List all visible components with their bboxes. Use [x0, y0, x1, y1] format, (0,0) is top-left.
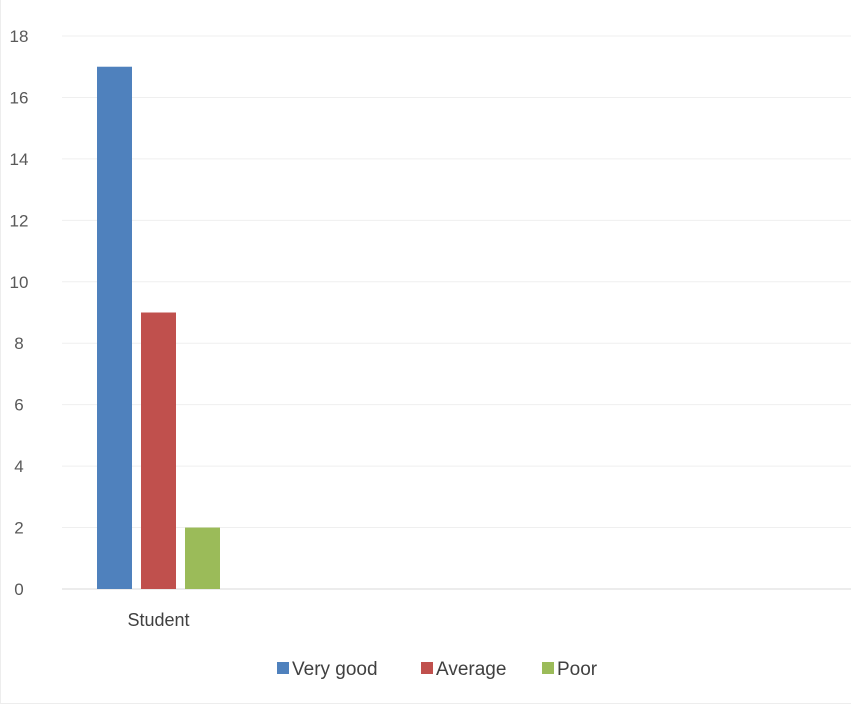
y-tick-label: 6: [14, 396, 23, 415]
legend-label: Very good: [292, 659, 378, 680]
bar-average: [141, 312, 176, 589]
legend-swatch-average: [421, 662, 433, 674]
y-tick-label: 16: [10, 88, 29, 107]
y-tick-label: 10: [10, 273, 29, 292]
legend-label: Poor: [557, 659, 598, 680]
legend-swatch-poor: [542, 662, 554, 674]
y-tick-label: 18: [10, 27, 29, 46]
y-tick-label: 0: [14, 580, 23, 599]
y-tick-label: 2: [14, 519, 23, 538]
legend-swatch-very-good: [277, 662, 289, 674]
legend-label: Average: [436, 659, 506, 680]
bar-very-good: [97, 66, 132, 589]
y-tick-label: 8: [14, 334, 23, 353]
y-tick-label: 14: [10, 150, 29, 169]
y-tick-label: 12: [10, 211, 29, 230]
y-tick-label: 4: [14, 457, 23, 476]
bar-poor: [185, 527, 220, 589]
x-category-label: Student: [127, 610, 189, 630]
